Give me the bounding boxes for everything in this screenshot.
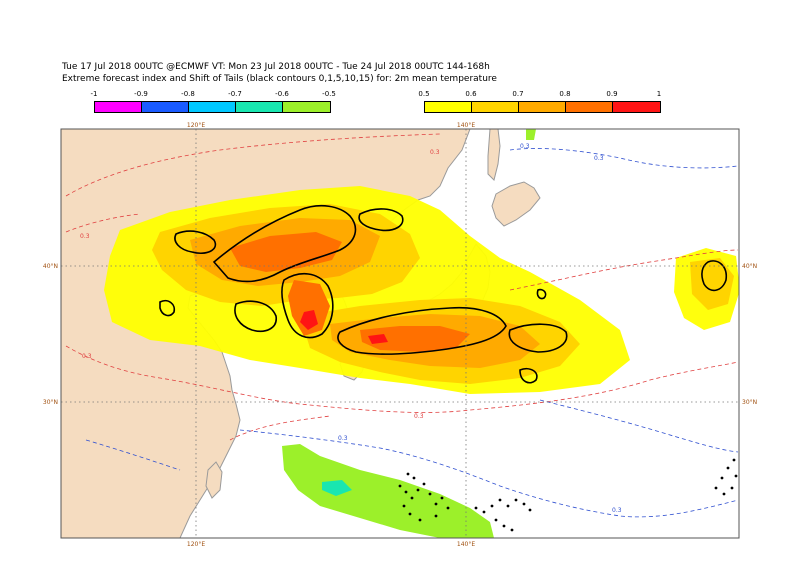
contour-label-blue: 0.3 <box>594 155 604 162</box>
sot-contours <box>159 204 728 384</box>
efi-blue-contours <box>85 148 739 518</box>
neg-colorbar <box>94 101 331 113</box>
pos-colorbar-swatch <box>613 102 660 112</box>
pos-colorbar-swatch <box>425 102 472 112</box>
chart-title-line2: Extreme forecast index and Shift of Tail… <box>62 74 497 84</box>
pos-colorbar <box>424 101 661 113</box>
pos-colorbar-ticks: 0.5 0.6 0.7 0.8 0.9 1 <box>418 90 662 100</box>
efi-negative-shading <box>282 129 536 538</box>
axis-labels: 120°E 140°E 120°E 140°E 40°N 30°N 40°N 3… <box>43 122 757 548</box>
neg-tick: -0.6 <box>275 90 289 98</box>
contour-label-blue: 0.3 <box>612 507 622 514</box>
pos-tick: 0.8 <box>559 90 571 98</box>
neg-colorbar-swatch <box>283 102 330 112</box>
efi-red-contours <box>65 133 739 441</box>
pos-tick: 1 <box>656 90 662 98</box>
neg-colorbar-swatch <box>142 102 189 112</box>
lon-label-bottom: 120°E <box>187 541 205 548</box>
pos-tick: 0.7 <box>512 90 524 98</box>
neg-colorbar-swatch <box>189 102 236 112</box>
lon-label-top: 140°E <box>457 122 475 129</box>
land-japan-hokkaido <box>491 181 541 227</box>
neg-colorbar-swatch <box>236 102 283 112</box>
lat-label-left: 40°N <box>43 263 58 270</box>
lat-label-right: 30°N <box>742 399 757 406</box>
pos-tick: 0.5 <box>418 90 430 98</box>
chart-title-line1: Tue 17 Jul 2018 00UTC @ECMWF VT: Mon 23 … <box>62 62 490 72</box>
neg-tick: -0.8 <box>181 90 195 98</box>
neg-tick: -0.7 <box>228 90 242 98</box>
efi-shading <box>104 186 739 394</box>
pos-colorbar-swatch <box>566 102 613 112</box>
pos-colorbar-swatch <box>519 102 566 112</box>
contour-label-red: 0.3 <box>80 233 90 240</box>
map-frame <box>60 128 740 539</box>
contour-labels: 0.3 0.3 0.3 0.3 0.3 0.3 0.3 0.3 <box>80 143 622 514</box>
contour-label-blue: 0.3 <box>338 435 348 442</box>
pos-tick: 0.9 <box>606 90 618 98</box>
neg-colorbar-ticks: -1 -0.9 -0.8 -0.7 -0.6 -0.5 <box>90 90 336 100</box>
neg-tick: -0.9 <box>134 90 148 98</box>
land-sakhalin <box>487 129 501 181</box>
contour-label-red: 0.3 <box>82 353 92 360</box>
pos-tick: 0.6 <box>465 90 477 98</box>
neg-colorbar-swatch <box>95 102 142 112</box>
contour-label-red: 0.3 <box>414 413 424 420</box>
contour-label-red: 0.3 <box>430 149 440 156</box>
land-taiwan <box>205 461 223 499</box>
neg-tick: -1 <box>90 90 98 98</box>
lat-label-left: 30°N <box>43 399 58 406</box>
lat-label-right: 40°N <box>742 263 757 270</box>
contour-label-blue: 0.3 <box>520 143 530 150</box>
grid-lines <box>61 129 739 538</box>
lon-label-bottom: 140°E <box>457 541 475 548</box>
sot-dotted-contours <box>398 458 739 532</box>
lon-label-top: 120°E <box>187 122 205 129</box>
neg-tick: -0.5 <box>322 90 336 98</box>
pos-colorbar-swatch <box>472 102 519 112</box>
